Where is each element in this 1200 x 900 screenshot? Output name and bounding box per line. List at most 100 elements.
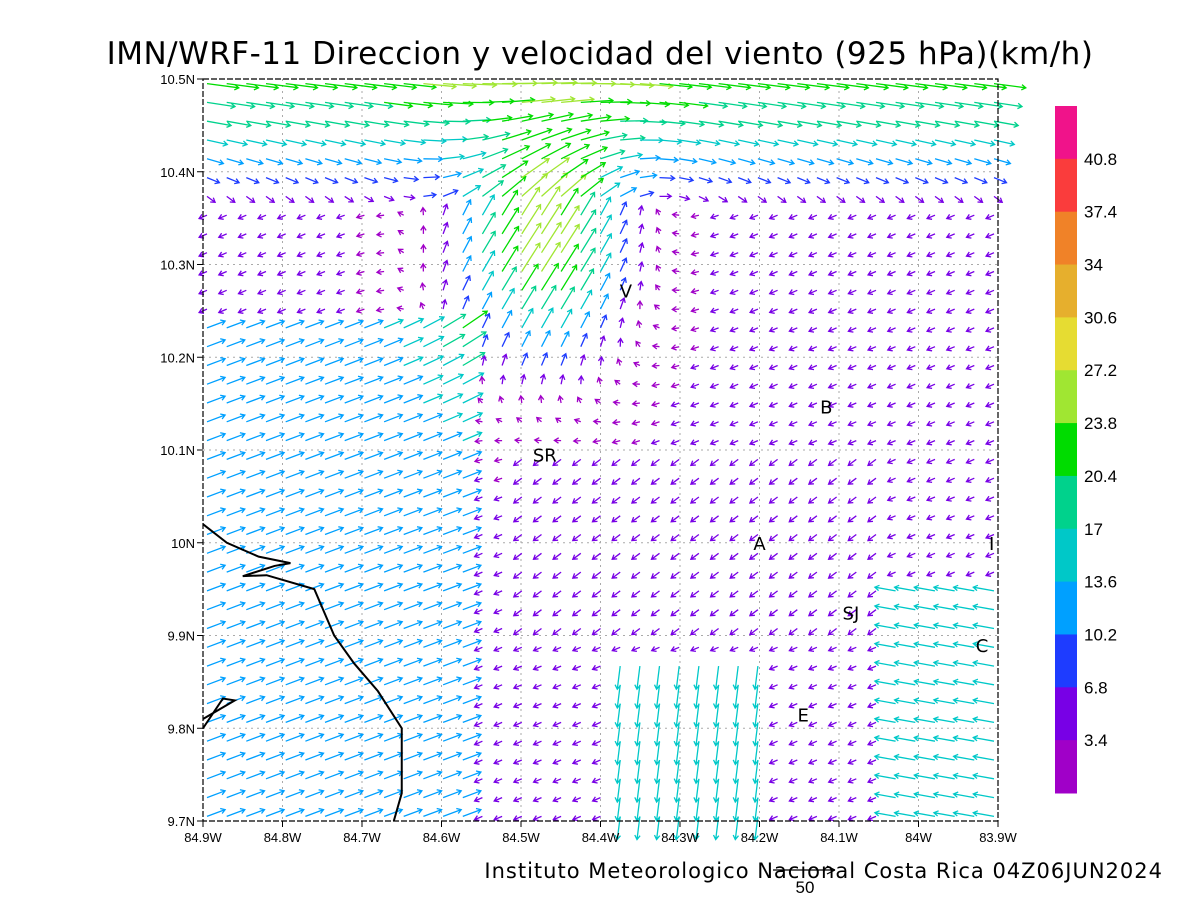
wind-arrow [285, 319, 305, 329]
wind-arrow [634, 684, 641, 710]
wind-arrow [442, 620, 463, 630]
wind-arrow [265, 139, 288, 147]
wind-arrow [515, 417, 523, 423]
colorbar-label: 10.2 [1084, 625, 1117, 644]
wind-arrow [973, 195, 984, 204]
wind-arrow [316, 232, 326, 239]
wind-arrow [639, 154, 661, 162]
wind-arrow [847, 740, 857, 747]
wind-arrow [246, 526, 266, 536]
wind-arrow [265, 413, 286, 423]
wind-arrow [265, 120, 292, 129]
wind-arrow [285, 139, 308, 147]
wind-arrow [572, 437, 581, 445]
wind-arrow [915, 82, 949, 91]
wind-arrow [344, 488, 365, 498]
wind-arrow [757, 139, 780, 147]
wind-arrow [226, 582, 246, 592]
wind-arrow [807, 702, 818, 709]
wind-arrow [285, 601, 305, 611]
x-tick-label: 84.3W [661, 830, 699, 845]
wind-arrow [913, 641, 936, 648]
wind-arrow [403, 789, 424, 799]
wind-arrow [591, 646, 601, 653]
wind-arrow [827, 552, 837, 561]
wind-arrow [847, 646, 857, 653]
wind-arrow [867, 515, 877, 523]
wind-arrow [305, 101, 335, 110]
wind-arrow [673, 741, 681, 766]
wind-arrow [712, 703, 720, 729]
wind-arrow [914, 195, 925, 204]
wind-arrow [541, 142, 572, 160]
wind-arrow [788, 458, 798, 467]
wind-arrow [875, 139, 898, 147]
wind-arrow [873, 659, 896, 667]
wind-arrow [807, 420, 818, 427]
wind-arrow [383, 526, 404, 536]
wind-arrow [972, 716, 995, 724]
wind-arrow [423, 620, 443, 630]
wind-arrow [442, 240, 450, 253]
wind-arrow [614, 722, 622, 747]
wind-arrow [591, 571, 601, 579]
wind-arrow [397, 248, 405, 255]
wind-arrow [925, 458, 936, 465]
wind-arrow [493, 646, 503, 653]
wind-arrow [344, 732, 365, 742]
wind-arrow [580, 146, 609, 160]
wind-arrow [670, 363, 680, 370]
wind-arrow [226, 375, 246, 385]
wind-arrow [945, 533, 955, 540]
wind-arrow [737, 195, 748, 203]
wind-arrow [768, 515, 778, 523]
wind-arrow [807, 401, 818, 408]
wind-arrow [827, 702, 837, 709]
wind-arrow [324, 176, 339, 185]
wind-arrow [571, 590, 582, 598]
wind-arrow [945, 270, 955, 277]
wind-arrow [768, 552, 778, 561]
wind-arrow [932, 659, 955, 667]
wind-arrow [324, 770, 345, 780]
wind-arrow [856, 139, 878, 147]
wind-arrow [895, 158, 914, 166]
wind-arrow [873, 697, 896, 705]
wind-arrow [827, 232, 837, 239]
wind-arrow [993, 82, 1027, 91]
wind-arrow [305, 375, 325, 385]
wind-arrow [493, 514, 503, 521]
wind-arrow [324, 507, 345, 517]
colorbar-segment [1055, 528, 1077, 583]
wind-arrow [512, 515, 523, 523]
wind-arrow [906, 364, 916, 371]
wind-arrow [913, 603, 936, 611]
wind-arrow [423, 450, 443, 461]
wind-arrow [729, 289, 739, 296]
wind-arrow [441, 278, 449, 291]
wind-arrow [246, 488, 266, 498]
wind-arrow [571, 721, 582, 728]
wind-arrow [768, 383, 778, 390]
wind-arrow [246, 158, 264, 166]
wind-arrow [246, 695, 266, 705]
wind-arrow [462, 620, 483, 630]
wind-arrow [847, 702, 857, 709]
wind-arrow [344, 507, 365, 517]
wind-arrow [344, 582, 365, 592]
wind-arrow [965, 383, 975, 390]
wind-arrow [217, 270, 227, 277]
wind-arrow [757, 158, 776, 166]
wind-arrow [580, 114, 612, 122]
wind-arrow [709, 439, 719, 446]
wind-arrow [984, 571, 995, 577]
wind-arrow [599, 252, 612, 272]
wind-arrow [679, 176, 695, 183]
wind-arrow [462, 751, 483, 761]
wind-arrow [856, 101, 886, 110]
wind-arrow [650, 515, 660, 523]
wind-arrow [847, 533, 857, 542]
wind-arrow [383, 394, 404, 404]
wind-arrow [423, 563, 443, 573]
